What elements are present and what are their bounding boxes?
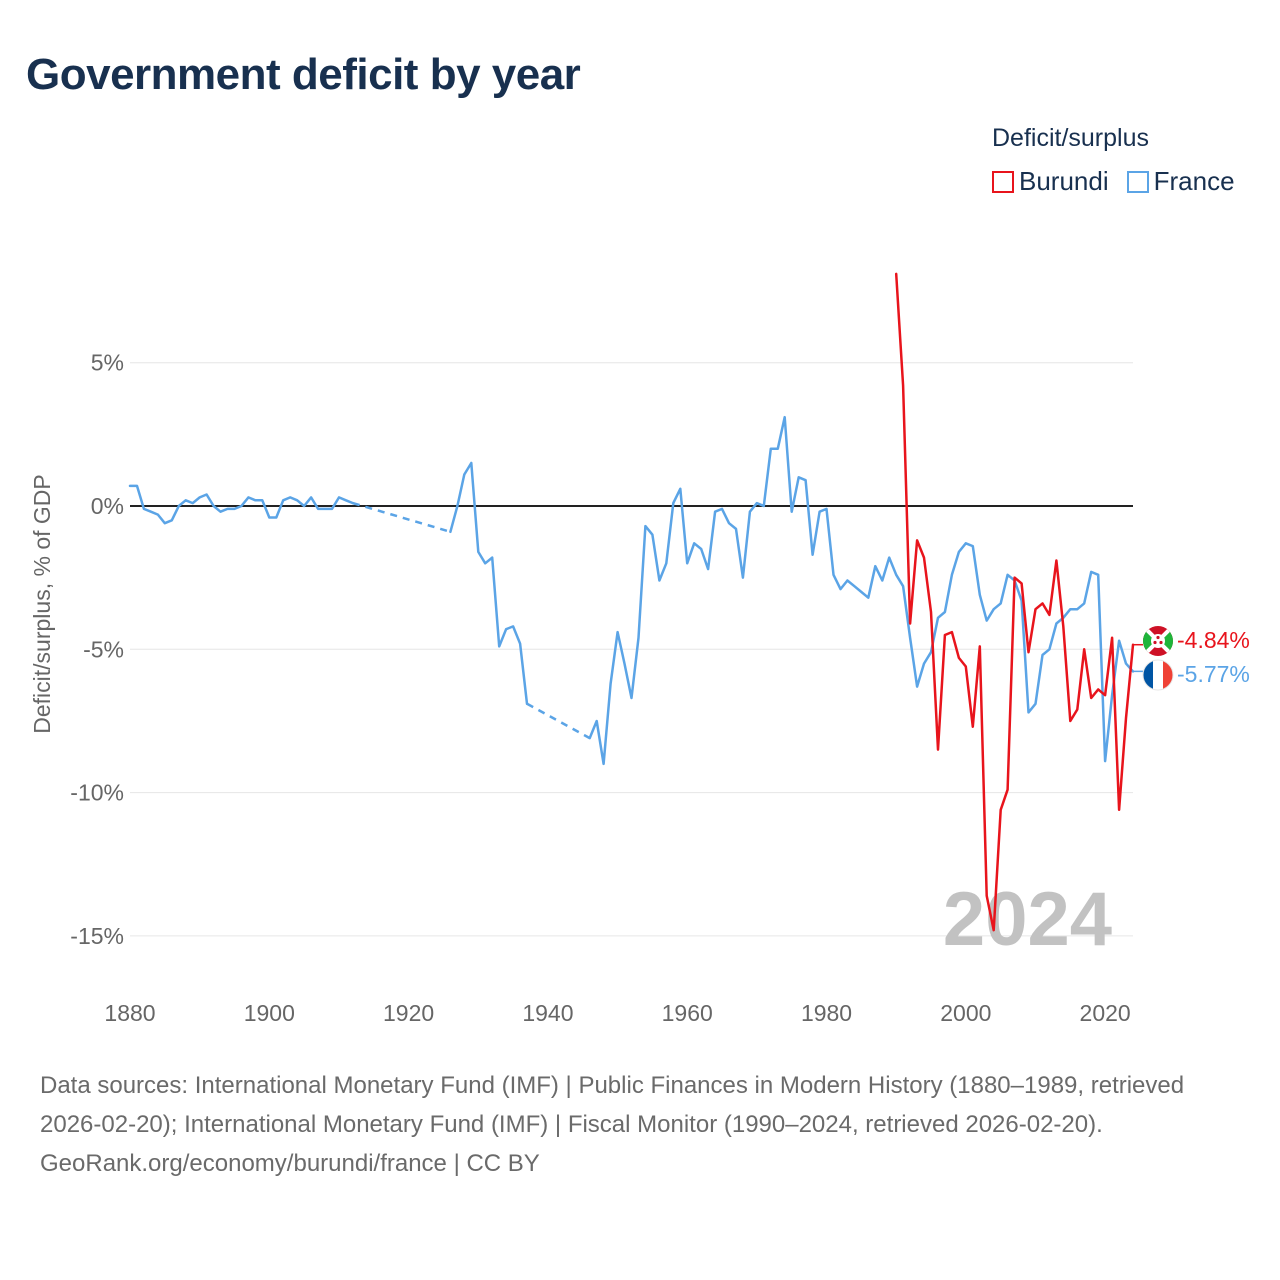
series-line-france (449, 461, 529, 706)
y-tick-label: -15% (70, 923, 124, 949)
legend-label-france: France (1153, 166, 1235, 196)
legend: Burundi France (992, 166, 1235, 197)
x-tick-label: 1920 (383, 1000, 434, 1026)
data-sources: Data sources: International Monetary Fun… (40, 1072, 1185, 1138)
credit-line: GeoRank.org/economy/burundi/france | CC … (40, 1150, 540, 1177)
y-tick-label: 0% (91, 493, 124, 519)
x-tick-label: 1980 (801, 1000, 852, 1026)
series-gap-france (352, 501, 451, 533)
year-watermark: 2024 (943, 877, 1112, 962)
legend-item-france[interactable]: France (1126, 166, 1235, 197)
series-france (128, 415, 1143, 766)
series-line-france (588, 415, 1135, 766)
series-line-burundi (894, 272, 1135, 932)
legend-label-burundi: Burundi (1019, 166, 1109, 196)
axes: 5% 0% -5% -10% -15% 1880 1900 1920 1940 1960 1980 2… (29, 350, 1133, 1026)
y-axis-title: Deficit/surplus, % of GDP (29, 474, 55, 733)
legend-item-burundi[interactable]: Burundi (992, 166, 1109, 197)
y-tick-label: 5% (91, 350, 124, 376)
series-burundi (894, 272, 1143, 932)
line-chart: 5% 0% -5% -10% -15% 1880 1900 1920 1940 1960 1980 2… (29, 272, 1250, 1026)
france-flag-icon (1143, 660, 1173, 690)
x-tick-label: 1940 (522, 1000, 573, 1026)
burundi-flag-icon (1143, 626, 1173, 656)
series-lines (128, 272, 1143, 932)
end-label-burundi: -4.84% (1177, 627, 1250, 653)
france-flag-border (1142, 659, 1174, 691)
footer: Data sources: International Monetary Fun… (40, 1066, 1240, 1183)
legend-swatch-france (1126, 170, 1149, 193)
series-line-france (128, 484, 355, 525)
legend-swatch-burundi (992, 170, 1014, 193)
x-tick-label: 2020 (1080, 1000, 1131, 1026)
y-tick-label: -10% (70, 780, 124, 806)
x-tick-label: 2000 (940, 1000, 991, 1026)
x-tick-label: 1880 (104, 1000, 155, 1026)
grid-lines (130, 362, 1133, 937)
y-tick-label: -5% (83, 636, 124, 662)
series-gap-france (526, 702, 591, 740)
end-label-france: -5.77% (1177, 661, 1250, 687)
chart-title: Government deficit by year (26, 50, 581, 99)
x-tick-label: 1960 (662, 1000, 713, 1026)
legend-title: Deficit/surplus (992, 124, 1149, 152)
x-tick-label: 1900 (244, 1000, 295, 1026)
